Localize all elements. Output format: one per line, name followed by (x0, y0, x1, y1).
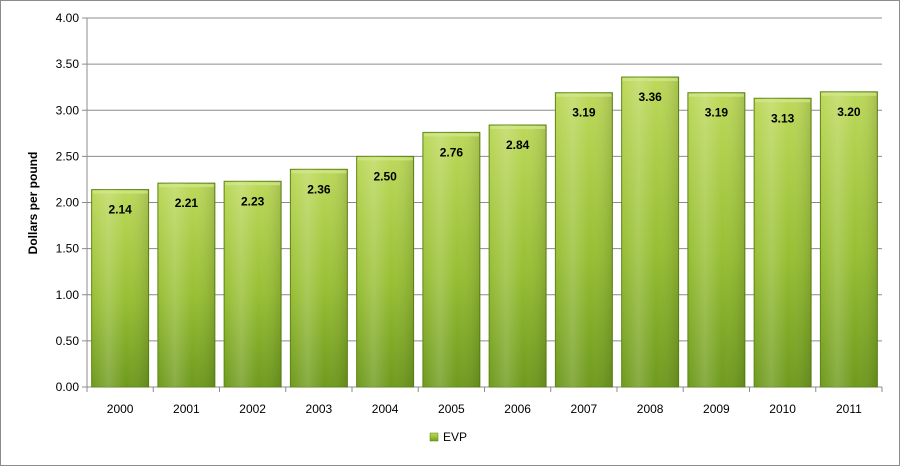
y-tick-label: 0.50 (56, 334, 80, 348)
bar-top-highlight (291, 170, 347, 174)
bar-shine (687, 92, 745, 387)
bar-shine (555, 92, 613, 387)
x-tick-label-2010: 2010 (769, 402, 796, 416)
y-tick-label: 3.50 (56, 57, 80, 71)
bar-shine (290, 169, 348, 387)
data-label-2002: 2.23 (241, 194, 265, 208)
data-label-2010: 3.13 (771, 111, 795, 125)
y-tick-label: 2.50 (56, 149, 80, 163)
bar-top-highlight (158, 184, 214, 188)
bar-top-highlight (423, 133, 479, 137)
x-tick-label-2007: 2007 (571, 402, 598, 416)
data-labels: 2.14 2.21 2.23 2.36 2.50 2.76 2.84 3.19 3.36 3.19… (108, 90, 860, 217)
x-tick-label-2011: 2011 (836, 402, 862, 416)
bar-top-highlight (490, 126, 546, 130)
data-label-2009: 3.19 (705, 106, 729, 120)
bar-shine (820, 91, 878, 388)
bar-shine (422, 132, 480, 387)
bar-shine (754, 98, 812, 387)
legend-label: EVP (443, 430, 467, 444)
bar-top-highlight (357, 157, 413, 161)
data-label-2000: 2.14 (108, 203, 132, 217)
data-label-2007: 3.19 (572, 106, 596, 120)
y-tick-label: 3.00 (56, 103, 80, 117)
bar-shine (157, 183, 215, 387)
data-label-2011: 3.20 (837, 105, 861, 119)
bar-top-highlight (821, 92, 877, 96)
bar-top-highlight (92, 190, 148, 194)
y-tick-label: 2.00 (56, 196, 80, 210)
y-axis-label: Dollars per pound (26, 152, 40, 255)
bar-top-highlight (755, 99, 811, 103)
x-tick-label-2002: 2002 (239, 402, 266, 416)
x-tick-label-2003: 2003 (306, 402, 333, 416)
x-tick-label-2000: 2000 (107, 402, 134, 416)
data-label-2004: 2.50 (373, 169, 397, 183)
bar-shine (356, 156, 414, 387)
bars (91, 76, 878, 388)
x-tick-label-2006: 2006 (504, 402, 531, 416)
x-axis-ticks: 2000 2001 2002 2003 2004 2005 2006 2007 2008 2009… (86, 387, 883, 416)
y-tick-label: 0.00 (56, 380, 80, 394)
y-tick-label: 1.00 (56, 288, 80, 302)
data-label-2003: 2.36 (307, 182, 331, 196)
bar-top-highlight (556, 93, 612, 97)
bar-shine (621, 77, 679, 387)
x-tick-label-2005: 2005 (438, 402, 465, 416)
bar-top-highlight (688, 93, 744, 97)
x-tick-label-2009: 2009 (703, 402, 730, 416)
bar-shine (91, 189, 149, 387)
data-label-2006: 2.84 (506, 138, 530, 152)
data-label-2005: 2.76 (440, 145, 464, 159)
x-tick-label-2004: 2004 (372, 402, 399, 416)
bar-shine (224, 181, 282, 387)
data-label-2008: 3.36 (638, 90, 662, 104)
x-tick-label-2008: 2008 (637, 402, 664, 416)
y-tick-label: 1.50 (56, 242, 80, 256)
legend: EVP (429, 430, 467, 444)
data-label-2001: 2.21 (175, 196, 199, 210)
bar-shine (489, 125, 547, 387)
bar-top-highlight (225, 182, 281, 186)
y-axis-ticks: 0.00 0.50 1.00 1.50 2.00 2.50 3.00 3.50 4.00 (56, 11, 80, 394)
legend-swatch (429, 432, 439, 442)
y-tick-label: 4.00 (56, 11, 80, 25)
bar-top-highlight (622, 78, 678, 82)
x-tick-label-2001: 2001 (173, 402, 200, 416)
